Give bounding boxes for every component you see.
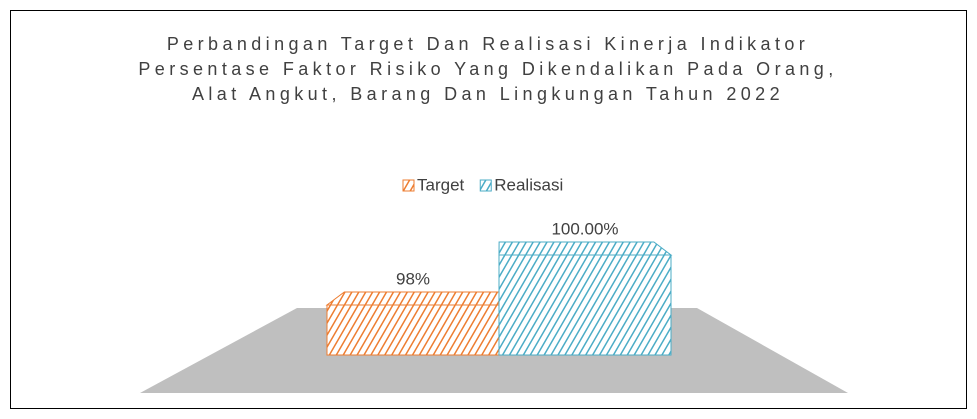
legend-label: Target	[417, 175, 465, 194]
bar-top	[498, 241, 673, 256]
data-label: 100.00%	[551, 219, 618, 238]
bar-top	[325, 291, 500, 306]
bar	[498, 241, 673, 356]
legend-swatch	[402, 179, 415, 192]
data-label: 98%	[396, 269, 430, 288]
chart-title: Perbandingan Target Dan Realisasi Kinerj…	[138, 34, 838, 104]
legend-swatch	[479, 179, 492, 192]
legend-label: Realisasi	[494, 175, 563, 194]
bar-front	[326, 304, 500, 356]
bar	[325, 291, 500, 356]
bar-front	[498, 254, 672, 356]
